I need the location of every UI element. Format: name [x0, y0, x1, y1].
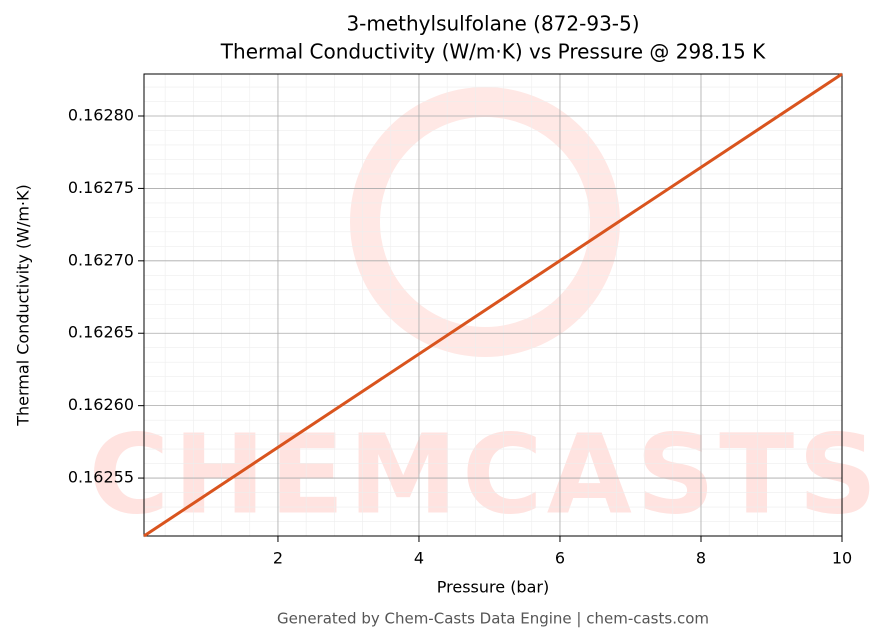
y-tick-label: 0.16255	[68, 468, 134, 487]
y-tick-label: 0.16260	[68, 395, 134, 414]
watermark: CHEMCASTS	[89, 410, 870, 538]
y-tick-label: 0.16265	[68, 323, 134, 342]
watermark-logo	[350, 87, 620, 357]
x-tick-label: 8	[696, 549, 706, 568]
data-line	[143, 72, 843, 538]
plot-frame	[143, 73, 843, 537]
chart-subtitle: Thermal Conductivity (W/m·K) vs Pressure…	[220, 40, 766, 64]
y-tick-label: 0.16275	[68, 178, 134, 197]
y-tick-label: 0.16270	[68, 250, 134, 269]
y-tick-label: 0.16280	[68, 106, 134, 125]
x-tick-label: 10	[832, 549, 852, 568]
chart-title: 3-methylsulfolane (872-93-5)	[346, 12, 639, 36]
x-axis-label: Pressure (bar)	[437, 578, 549, 597]
footer: Generated by Chem-Casts Data Engine | ch…	[277, 610, 709, 628]
y-axis-label: Thermal Conductivity (W/m·K)	[14, 184, 33, 427]
x-tick-label: 2	[273, 549, 283, 568]
x-tick-label: 6	[555, 549, 565, 568]
x-tick-label: 4	[414, 549, 424, 568]
